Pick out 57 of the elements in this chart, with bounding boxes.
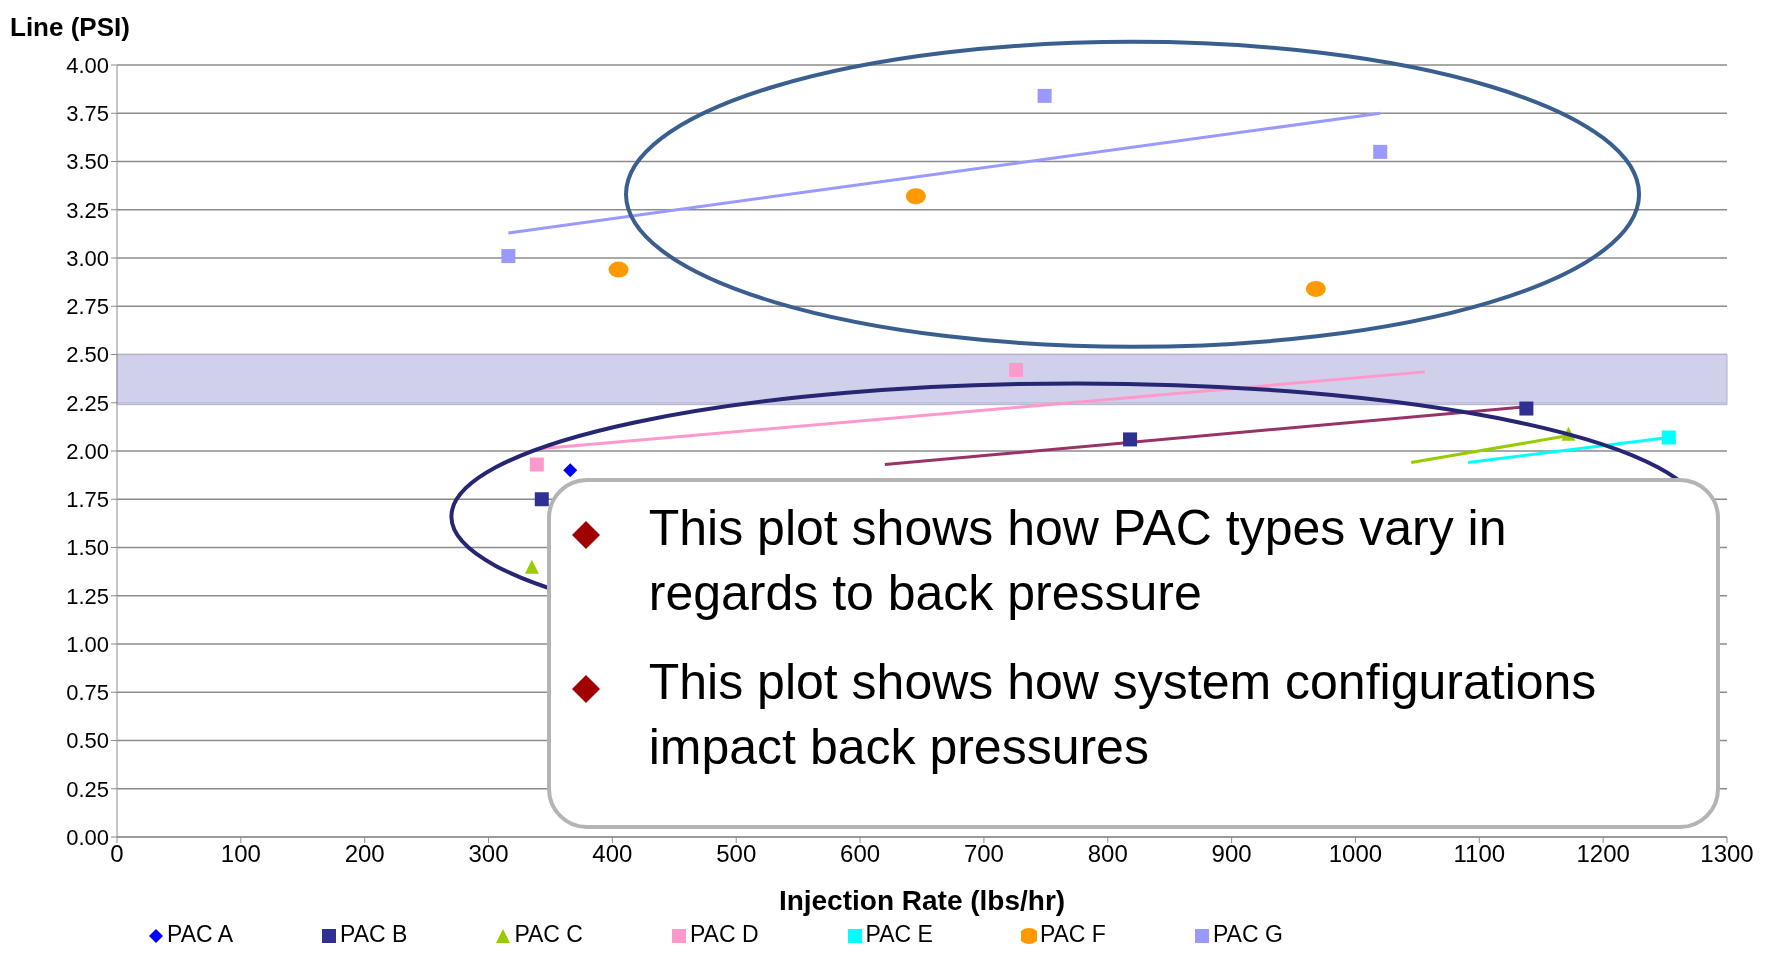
x-tick-label: 900 (1211, 840, 1252, 868)
x-tick-label: 1200 (1576, 840, 1630, 868)
point (563, 463, 578, 478)
legend-label: PAC A (166, 921, 234, 948)
y-tick-label: 3.25 (66, 197, 109, 223)
y-tick-label: 2.50 (66, 342, 109, 368)
point (905, 188, 926, 205)
x-tick-label: 500 (716, 840, 757, 868)
point (608, 261, 629, 278)
legend-label: PAC D (688, 921, 759, 948)
y-tick-label: 1.00 (66, 631, 109, 657)
y-tick-label: 3.50 (66, 149, 109, 175)
x-tick-label: 400 (592, 840, 633, 868)
point (1305, 280, 1326, 297)
point (524, 559, 539, 574)
y-tick-label: 1.25 (66, 583, 109, 609)
y-tick-label: 1.75 (66, 487, 109, 513)
point (1519, 401, 1534, 416)
y-tick-label: 0.50 (66, 728, 109, 754)
legend-label: PAC E (864, 921, 933, 948)
legend-label: PAC G (1211, 921, 1283, 948)
callout-box: This plot shows how PAC types vary in regards to back pressure This plot shows how system configurations impact back pressures (546, 478, 1720, 830)
point (1661, 430, 1676, 445)
y-tick-label: 3.00 (66, 245, 109, 271)
point (529, 457, 544, 472)
legend-label: PAC C (513, 921, 583, 948)
y-tick-label: 0.75 (66, 680, 109, 706)
x-tick-label: 300 (468, 840, 509, 868)
annotation: This plot shows how PAC types vary in regards to back pressure (648, 499, 1508, 623)
point (501, 249, 516, 264)
point (1037, 88, 1052, 103)
legend-label: PAC F (1038, 921, 1106, 948)
legend-label: PAC B (339, 921, 408, 948)
point (1373, 144, 1388, 159)
point (1123, 432, 1138, 447)
y-tick-label: 2.00 (66, 438, 109, 464)
x-tick-label: 100 (220, 840, 261, 868)
y-tick-label: 3.75 (66, 101, 109, 127)
x-tick-label: 600 (840, 840, 881, 868)
x-tick-label: 1000 (1328, 840, 1383, 868)
y-axis-title: Line (PSI) (10, 12, 130, 43)
y-tick-label: 2.75 (66, 294, 109, 320)
point (1009, 362, 1024, 377)
y-tick-label: 2.25 (66, 390, 109, 416)
x-tick-label: 800 (1087, 840, 1128, 868)
point (534, 492, 549, 507)
annotation: This plot shows how system configurations impact back pressures (648, 653, 1598, 777)
x-axis-title: Injection Rate (lbs/hr) (777, 885, 1067, 917)
y-tick-label: 0.00 (66, 824, 109, 850)
y-tick-label: 0.25 (66, 776, 109, 802)
x-tick-label: 0 (110, 840, 124, 868)
x-tick-label: 700 (963, 840, 1004, 868)
x-tick-label: 1100 (1453, 840, 1506, 868)
y-tick-label: 1.50 (66, 535, 109, 561)
x-tick-label: 1300 (1700, 840, 1754, 868)
y-tick-label: 4.00 (66, 52, 109, 78)
x-tick-label: 200 (344, 840, 385, 868)
